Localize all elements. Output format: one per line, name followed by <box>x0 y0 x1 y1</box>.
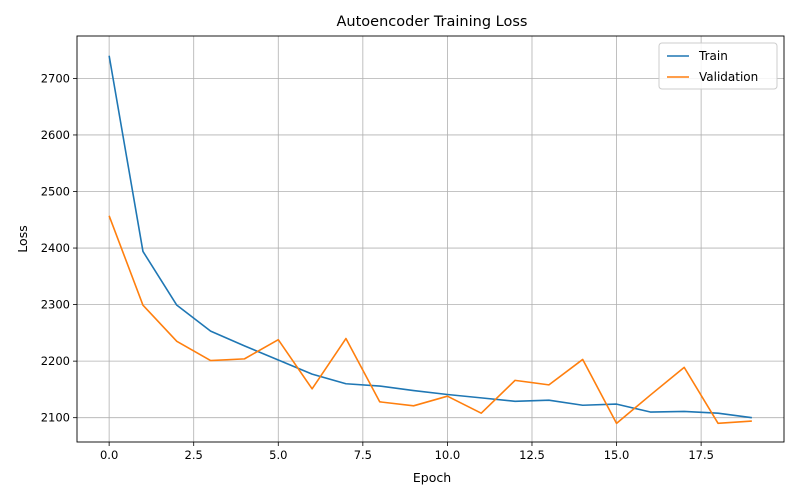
train-point <box>582 404 584 406</box>
train-line <box>108 55 752 419</box>
validation-point <box>345 337 347 339</box>
validation-point <box>649 394 651 396</box>
legend-label-train: Train <box>698 49 728 63</box>
validation-point <box>379 401 381 403</box>
y-tick-label: 2400 <box>41 241 70 255</box>
x-tick-label: 5.0 <box>269 448 287 462</box>
validation-line <box>108 215 752 425</box>
validation-point <box>311 388 313 390</box>
validation-point <box>243 358 245 360</box>
validation-point <box>277 338 279 340</box>
train-point <box>108 55 110 57</box>
x-tick-label: 17.5 <box>688 448 714 462</box>
x-tick-label: 12.5 <box>519 448 545 462</box>
x-tick-label: 7.5 <box>354 448 372 462</box>
legend: Train Validation <box>658 42 778 90</box>
train-point <box>649 411 651 413</box>
train-point <box>243 345 245 347</box>
validation-point <box>717 422 719 424</box>
train-point <box>717 412 719 414</box>
y-tick-label: 2100 <box>41 411 70 425</box>
train-point <box>615 403 617 405</box>
validation-point <box>480 412 482 414</box>
train-point <box>480 397 482 399</box>
y-tick-label: 2600 <box>41 128 70 142</box>
train-point <box>751 416 753 418</box>
validation-point <box>683 366 685 368</box>
grid <box>77 36 784 442</box>
chart-title: Autoencoder Training Loss <box>337 14 528 30</box>
plot-frame <box>76 35 785 443</box>
y-axis-label: Loss <box>15 225 30 252</box>
validation-point <box>142 304 144 306</box>
train-point <box>683 410 685 412</box>
train-point <box>311 373 313 375</box>
validation-point <box>582 358 584 360</box>
y-tick-label: 2200 <box>41 354 70 368</box>
train-point <box>548 399 550 401</box>
x-axis-label: Epoch <box>413 470 451 485</box>
series-layer <box>108 55 753 425</box>
train-point <box>514 400 516 402</box>
train-point <box>209 330 211 332</box>
validation-point <box>176 340 178 342</box>
x-tick-label: 0.0 <box>100 448 118 462</box>
ticks: 0.0 2.5 5.0 7.5 10.0 12.5 15.0 17.5 2100 2200 2300… <box>41 71 714 462</box>
y-tick-label: 2500 <box>41 185 70 199</box>
x-tick-label: 10.0 <box>435 448 461 462</box>
y-tick-label: 2700 <box>41 71 70 85</box>
x-tick-label: 2.5 <box>185 448 203 462</box>
validation-point <box>615 422 617 424</box>
legend-label-validation: Validation <box>699 70 758 84</box>
train-point <box>277 359 279 361</box>
validation-point <box>108 215 110 217</box>
train-point <box>176 304 178 306</box>
train-point <box>345 383 347 385</box>
validation-point <box>412 405 414 407</box>
train-point <box>379 385 381 387</box>
train-point <box>142 250 144 252</box>
train-point <box>412 389 414 391</box>
validation-point <box>209 359 211 361</box>
x-tick-label: 15.0 <box>604 448 630 462</box>
validation-point <box>751 420 753 422</box>
validation-point <box>548 384 550 386</box>
y-tick-label: 2300 <box>41 298 70 312</box>
validation-point <box>446 395 448 397</box>
validation-point <box>514 379 516 381</box>
